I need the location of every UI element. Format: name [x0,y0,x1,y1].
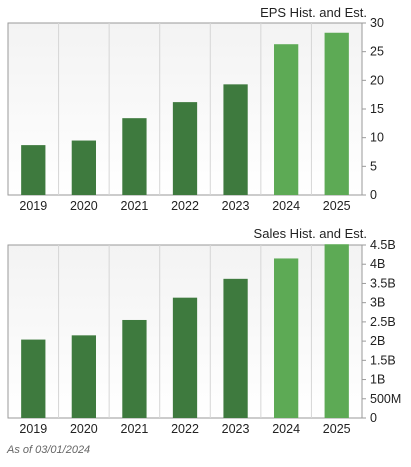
eps-bar-2025 [324,32,349,195]
eps-ytick-label: 20 [370,73,384,87]
sales-xtick-label: 2023 [222,422,250,436]
eps-xtick-label: 2025 [323,199,351,213]
sales-bar-2022 [172,297,198,418]
sales-ytick-label: 2B [370,334,385,348]
eps-bar-2021 [122,118,147,195]
eps-xtick-label: 2024 [272,199,300,213]
sales-bar-2024 [274,258,299,418]
eps-bar-2022 [172,102,198,195]
sales-chart: 0 500M 1B 1.5B 2B 2.5B 3B 3.5B 4B 4.5B 2019 2020 202… [0,224,411,438]
eps-bar-2020 [71,140,96,195]
eps-xtick-label: 2022 [171,199,199,213]
sales-bar-2021 [122,319,147,418]
sales-ytick-label: 0 [370,411,377,425]
sales-xtick-label: 2021 [121,422,149,436]
sales-ytick-label: 1B [370,373,385,387]
sales-ytick-label: 500M [370,392,401,406]
sales-xtick-label: 2024 [272,422,300,436]
sales-chart-title: Sales Hist. and Est. [253,226,367,241]
eps-bar-2023 [223,84,248,195]
eps-ytick-label: 5 [370,159,377,173]
sales-bar-2023 [223,278,248,418]
sales-xtick-label: 2022 [171,422,199,436]
eps-chart: 0 5 10 15 20 25 30 2019 2020 2021 2022 2023 2024 2025… [0,0,411,215]
eps-ytick-label: 30 [370,16,384,30]
eps-ytick-label: 15 [370,102,384,116]
sales-ytick-label: 4.5B [370,238,396,252]
sales-bar-2025 [324,244,349,418]
eps-xtick-label: 2020 [70,199,98,213]
eps-bar-2019 [21,145,46,195]
sales-ytick-label: 3.5B [370,276,396,290]
sales-ytick-label: 4B [370,257,385,271]
sales-ytick-label: 3B [370,296,385,310]
as-of-footnote: As of 03/01/2024 [7,444,91,456]
sales-bar-2019 [21,339,46,418]
eps-bar-2024 [274,44,299,195]
eps-chart-title: EPS Hist. and Est. [260,5,367,20]
sales-ytick-label: 2.5B [370,315,396,329]
eps-xtick-label: 2019 [19,199,47,213]
eps-xtick-label: 2023 [222,199,250,213]
eps-ytick-label: 10 [370,131,384,145]
sales-xtick-label: 2025 [323,422,351,436]
sales-ytick-label: 1.5B [370,353,396,367]
sales-chart-svg: 0 500M 1B 1.5B 2B 2.5B 3B 3.5B 4B 4.5B 2019 2020 202… [7,238,401,436]
sales-xtick-label: 2020 [70,422,98,436]
sales-xtick-label: 2019 [19,422,47,436]
eps-ytick-label: 0 [370,188,377,202]
eps-ytick-label: 25 [370,45,384,59]
sales-bar-2020 [71,335,96,418]
eps-xtick-label: 2021 [121,199,149,213]
